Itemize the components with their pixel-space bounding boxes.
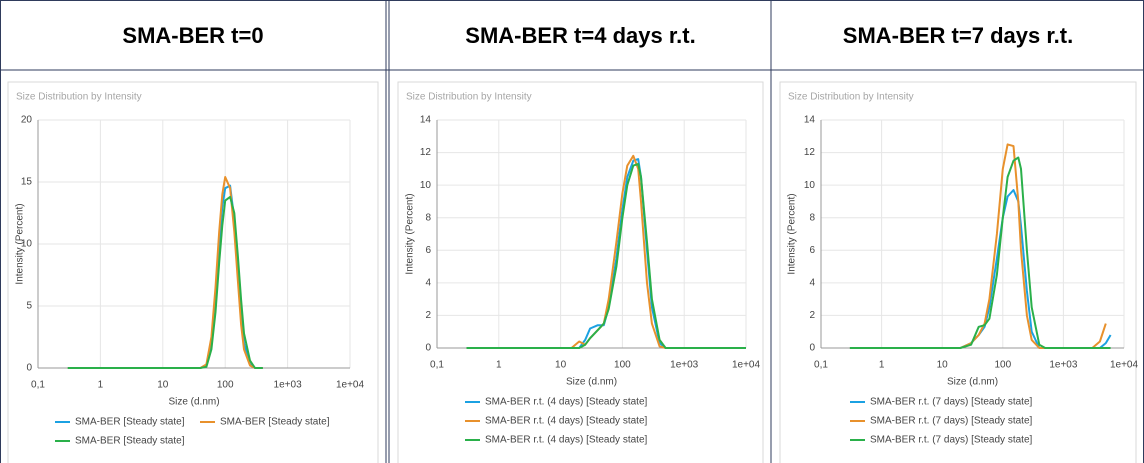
y-tick-label: 0 [26, 363, 32, 374]
series-line [849, 156, 1111, 349]
series-line [849, 143, 1107, 349]
x-tick-label: 100 [217, 380, 234, 391]
chart-frame [397, 81, 764, 463]
x-tick-label: 0,1 [31, 380, 45, 391]
x-tick-label: 10 [157, 380, 169, 391]
y-tick-label: 6 [809, 245, 815, 256]
y-tick-label: 14 [420, 115, 432, 126]
panel-title: SMA-BER t=7 days r.t. [843, 23, 1073, 48]
legend-label: SMA-BER r.t. (4 days) [Steady state] [485, 397, 648, 408]
y-axis-label: Intensity (Percent) [405, 193, 416, 274]
y-tick-label: 4 [425, 277, 431, 288]
x-tick-label: 1e+03 [670, 360, 699, 371]
y-tick-label: 20 [21, 115, 33, 126]
y-tick-label: 14 [804, 115, 816, 126]
chart-frame [7, 81, 379, 463]
y-tick-label: 2 [809, 310, 815, 321]
y-tick-label: 8 [809, 212, 815, 223]
x-tick-label: 100 [614, 360, 631, 371]
y-tick-label: 5 [26, 301, 32, 312]
legend-label: SMA-BER [Steady state] [75, 436, 185, 447]
chart-subtitle: Size Distribution by Intensity [406, 92, 532, 103]
legend-label: SMA-BER r.t. (4 days) [Steady state] [485, 435, 648, 446]
chart-subtitle: Size Distribution by Intensity [16, 92, 142, 103]
y-tick-label: 2 [425, 310, 431, 321]
x-axis-label: Size (d.nm) [168, 397, 219, 408]
x-tick-label: 1e+04 [336, 380, 365, 391]
y-tick-label: 10 [420, 180, 432, 191]
x-tick-label: 1 [879, 360, 885, 371]
legend-label: SMA-BER r.t. (7 days) [Steady state] [870, 397, 1033, 408]
y-tick-label: 6 [425, 245, 431, 256]
x-axis-label: Size (d.nm) [566, 377, 617, 388]
y-tick-label: 12 [804, 147, 816, 158]
series-line [67, 176, 263, 369]
x-tick-label: 1 [496, 360, 502, 371]
chart-subtitle: Size Distribution by Intensity [788, 92, 914, 103]
y-tick-label: 0 [809, 343, 815, 354]
y-axis-label: Intensity (Percent) [787, 193, 798, 274]
y-tick-label: 15 [21, 177, 33, 188]
legend-label: SMA-BER [Steady state] [75, 417, 185, 428]
x-tick-label: 1e+04 [732, 360, 761, 371]
series-line [466, 158, 746, 349]
x-tick-label: 10 [555, 360, 567, 371]
x-tick-label: 10 [937, 360, 949, 371]
x-tick-label: 0,1 [430, 360, 444, 371]
y-axis-label: Intensity (Percent) [15, 203, 26, 284]
x-tick-label: 0,1 [814, 360, 828, 371]
y-tick-label: 8 [425, 212, 431, 223]
legend-label: SMA-BER [Steady state] [220, 417, 330, 428]
y-tick-label: 10 [21, 239, 33, 250]
y-tick-label: 0 [425, 343, 431, 354]
y-tick-label: 10 [804, 180, 816, 191]
series-line [849, 189, 1112, 349]
legend-label: SMA-BER r.t. (4 days) [Steady state] [485, 416, 648, 427]
panel-title: SMA-BER t=0 [122, 23, 263, 48]
x-tick-label: 100 [994, 360, 1011, 371]
x-axis-label: Size (d.nm) [947, 377, 998, 388]
y-tick-label: 12 [420, 147, 432, 158]
series-line [67, 195, 263, 369]
x-tick-label: 1e+03 [1049, 360, 1078, 371]
x-tick-label: 1e+03 [274, 380, 303, 391]
x-tick-label: 1 [98, 380, 104, 391]
panel-title: SMA-BER t=4 days r.t. [465, 23, 695, 48]
chart-frame [779, 81, 1137, 463]
series-line [466, 163, 746, 349]
legend-label: SMA-BER r.t. (7 days) [Steady state] [870, 416, 1033, 427]
y-tick-label: 4 [809, 277, 815, 288]
x-tick-label: 1e+04 [1110, 360, 1139, 371]
legend-label: SMA-BER r.t. (7 days) [Steady state] [870, 435, 1033, 446]
